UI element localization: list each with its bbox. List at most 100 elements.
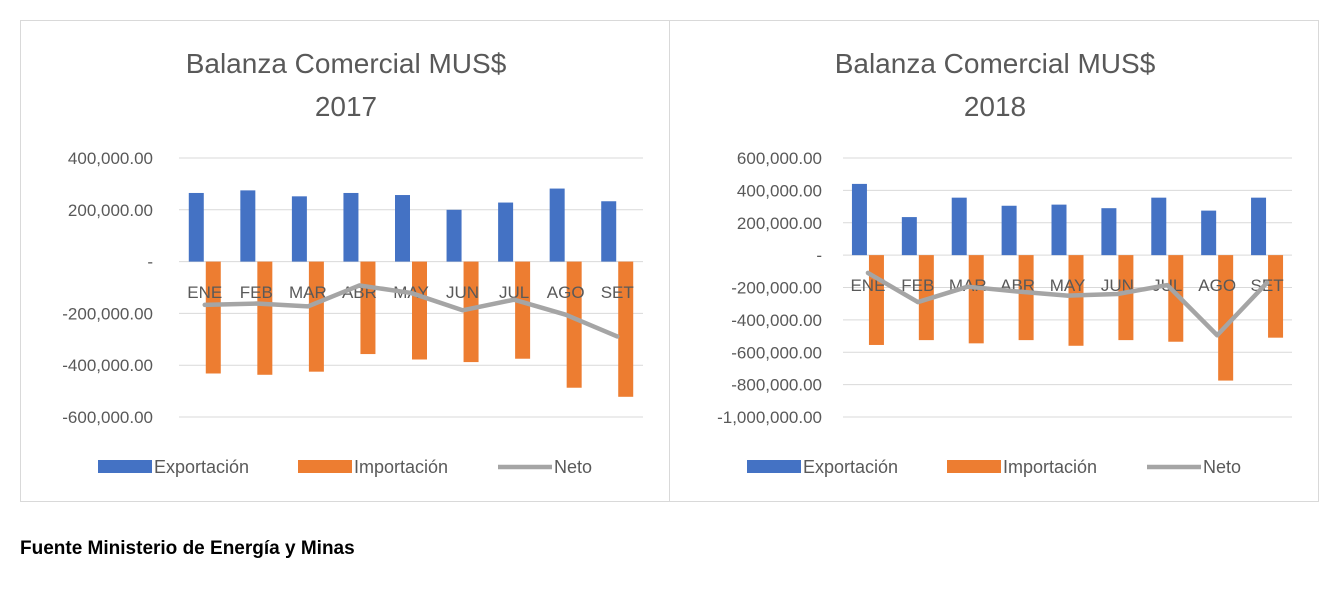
point-neto-jul (1165, 283, 1170, 288)
bar-importacion-jun (463, 261, 479, 363)
y-tick-label: -200,000.00 (62, 304, 153, 323)
y-tick-label: -600,000.00 (62, 408, 153, 427)
x-tick-label: ENE (850, 276, 885, 295)
bar-importacion-jul (515, 261, 531, 359)
y-tick-label: 200,000.00 (68, 201, 153, 220)
legend-swatch-exportacion (747, 460, 801, 473)
legend-label-exportacion: Exportación (803, 457, 898, 477)
bar-exportacion-abr (343, 192, 359, 262)
bar-importacion-ene (868, 255, 884, 345)
point-neto-ago (563, 312, 568, 317)
point-neto-mar (965, 284, 970, 289)
x-tick-label: SET (601, 283, 634, 302)
y-tick-label: -1,000,000.00 (717, 408, 822, 427)
x-tick-label: FEB (240, 283, 273, 302)
y-tick-label: -200,000.00 (731, 279, 822, 298)
bar-exportacion-ago (549, 188, 565, 262)
x-tick-label: AGO (1198, 276, 1236, 295)
bar-importacion-jul (1168, 255, 1184, 342)
y-tick-label: 200,000.00 (737, 214, 822, 233)
y-tick-label: -400,000.00 (62, 356, 153, 375)
bar-exportacion-may (395, 195, 410, 262)
bar-exportacion-jun (446, 209, 462, 262)
point-neto-ene (865, 270, 870, 275)
y-tick-label: 600,000.00 (737, 149, 822, 168)
bar-importacion-set (1268, 255, 1284, 338)
chart-title-line: 2017 (315, 91, 377, 122)
chart-2018: Balanza Comercial MUS$ 2018 600,000.00 400,… (717, 48, 1292, 477)
legend-label-neto: Neto (1203, 457, 1241, 477)
bar-exportacion-mar (291, 196, 307, 262)
x-tick-label: FEB (901, 276, 934, 295)
y-tick-label: 400,000.00 (737, 181, 822, 200)
bar-importacion-ene (205, 261, 221, 374)
legend-label-exportacion: Exportación (154, 457, 249, 477)
point-neto-feb (254, 301, 259, 306)
bar-importacion-may (1068, 255, 1084, 346)
bar-importacion-may (412, 261, 427, 360)
point-neto-may (409, 290, 413, 295)
point-neto-jun (460, 308, 465, 313)
bar-exportacion-jul (1151, 197, 1167, 256)
source-note: Fuente Ministerio de Energía y Minas (20, 538, 355, 559)
point-neto-abr (1015, 289, 1020, 294)
chart-panel-2018: Balanza Comercial MUS$ 2018 600,000.00 400,… (669, 20, 1319, 502)
y-tick-label: 400,000.00 (68, 149, 153, 168)
point-neto-set (615, 334, 620, 339)
legend: Exportación Importación Neto (747, 457, 1241, 477)
chart-panel-2017: Balanza Comercial MUS$ 2017 400,000.00 200,… (20, 20, 670, 502)
x-tick-label: MAY (1050, 276, 1086, 295)
point-neto-set (1265, 280, 1270, 285)
point-neto-jun (1115, 291, 1120, 296)
x-tick-label: MAR (289, 283, 327, 302)
x-tick-label: JUL (499, 283, 529, 302)
bar-exportacion-ago (1201, 210, 1217, 256)
bar-exportacion-jul (498, 202, 514, 262)
legend-label-importacion: Importación (1003, 457, 1097, 477)
x-tick-label: AGO (547, 283, 585, 302)
bar-exportacion-feb (240, 190, 256, 262)
y-tick-label: -400,000.00 (731, 311, 822, 330)
legend: Exportación Importación Neto (98, 457, 592, 477)
point-neto-mar (305, 304, 310, 309)
y-tick-label: -800,000.00 (731, 376, 822, 395)
bar-exportacion-may (1051, 204, 1067, 256)
bar-importacion-mar (968, 255, 984, 344)
bar-exportacion-abr (1001, 205, 1017, 256)
y-tick-label: - (147, 253, 153, 272)
bar-exportacion-ene (188, 192, 204, 262)
legend-label-neto: Neto (554, 457, 592, 477)
bar-importacion-jun (1118, 255, 1134, 341)
bar-importacion-feb (257, 261, 273, 375)
point-neto-abr (357, 283, 362, 288)
bar-exportacion-mar (951, 197, 967, 256)
bar-exportacion-ene (851, 183, 867, 256)
legend-swatch-importacion (298, 460, 352, 473)
point-neto-ene (202, 302, 207, 307)
chart-title-line: Balanza Comercial MUS$ (835, 48, 1156, 79)
y-tick-label: -600,000.00 (731, 343, 822, 362)
point-neto-feb (915, 300, 920, 305)
legend-label-importacion: Importación (354, 457, 448, 477)
bar-importacion-set (618, 261, 634, 397)
chart-2017: Balanza Comercial MUS$ 2017 400,000.00 200,… (62, 48, 643, 477)
y-tick-label: - (816, 246, 822, 265)
bar-importacion-abr (1018, 255, 1034, 341)
legend-swatch-exportacion (98, 460, 152, 473)
bar-importacion-ago (566, 261, 582, 388)
bar-exportacion-set (601, 201, 617, 262)
bar-importacion-mar (308, 261, 324, 372)
bar-importacion-ago (1218, 255, 1234, 381)
bar-exportacion-set (1251, 197, 1267, 256)
point-neto-jul (512, 297, 517, 302)
x-tick-label: JUN (446, 283, 479, 302)
chart-title-line: Balanza Comercial MUS$ (186, 48, 507, 79)
bar-exportacion-jun (1101, 208, 1117, 256)
bar-exportacion-feb (901, 217, 917, 256)
chart-title-line: 2018 (964, 91, 1026, 122)
point-neto-ago (1215, 333, 1220, 338)
point-neto-may (1065, 293, 1070, 298)
x-tick-label: ENE (187, 283, 222, 302)
legend-swatch-importacion (947, 460, 1001, 473)
bar-importacion-abr (360, 261, 376, 355)
